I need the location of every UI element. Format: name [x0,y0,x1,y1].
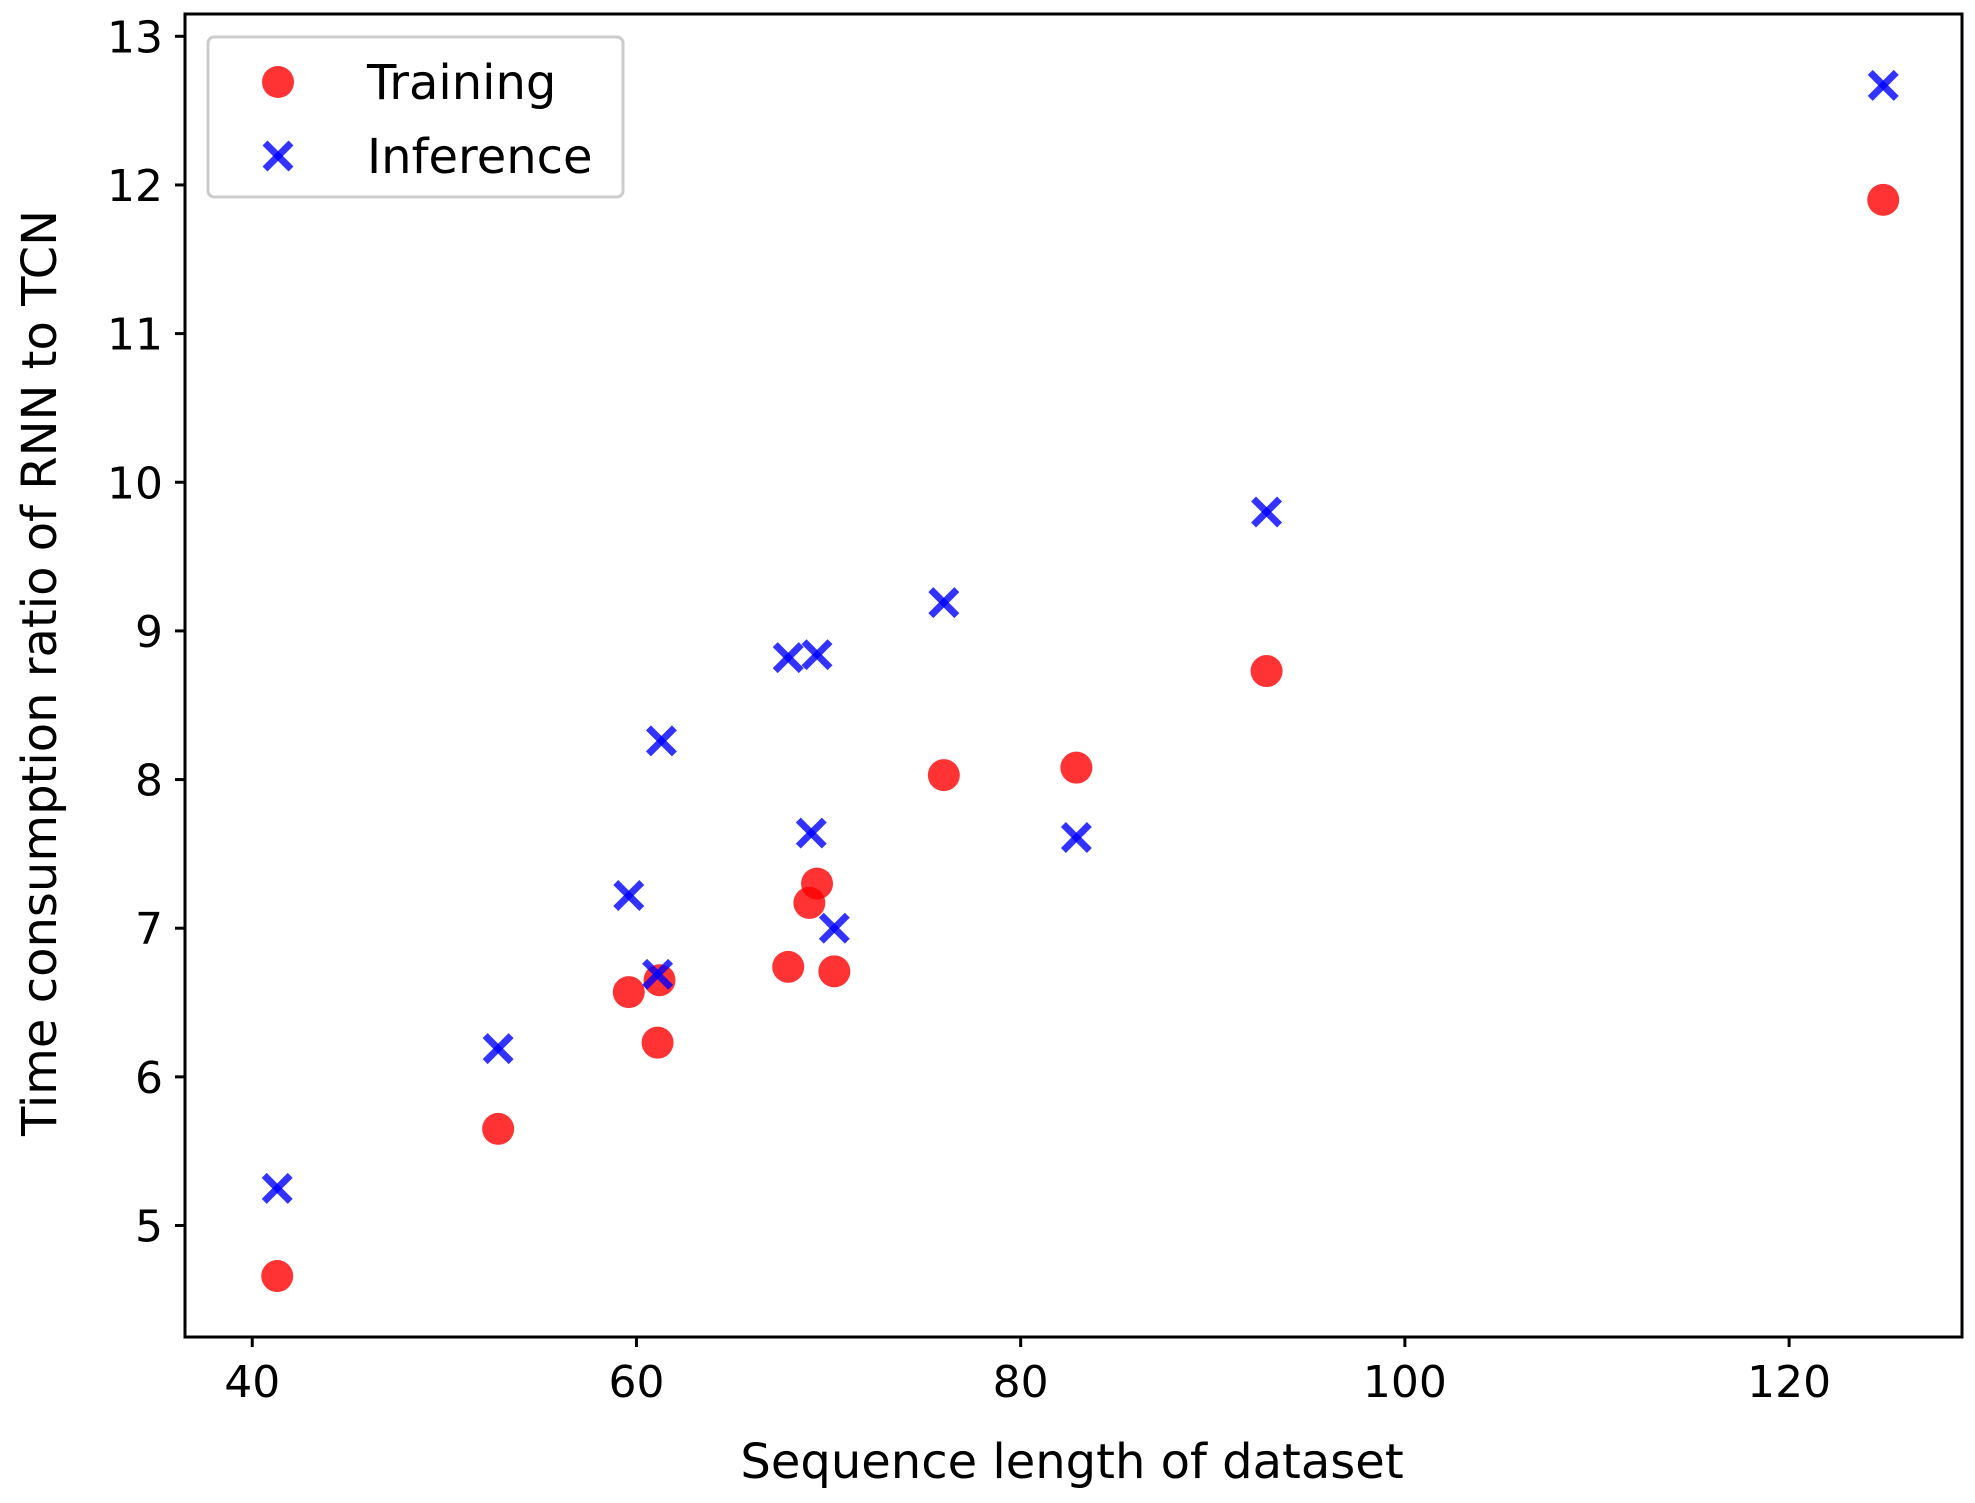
inference-point-stroke [613,880,645,911]
x-tick-label: 120 [1747,1357,1831,1408]
inference-point-stroke [261,1172,293,1204]
legend-box [206,35,625,199]
y-tick-label: 12 [107,161,163,212]
y-tick-label: 10 [107,458,163,509]
y-tick-label: 13 [107,12,163,63]
legend-label: Inference [367,129,593,185]
inference-point [818,912,850,944]
training-point [1867,183,1900,216]
legend: Training Inference [206,35,625,199]
y-tick-label: 6 [135,1053,163,1104]
y-tick-label: 9 [135,607,163,658]
x-axis-label: Sequence length of dataset [740,1434,1403,1490]
legend-marker-stroke [262,140,294,172]
x-tick-label: 40 [224,1357,280,1408]
legend-inference-marker [262,140,294,172]
inference-point-stroke [928,587,960,619]
inference-point-stroke [642,958,674,990]
inference-point [772,642,804,674]
inference-point [645,725,677,757]
y-axis-label: Time consumption ratio of RNN to TCN [12,210,68,1137]
training-point [927,759,960,792]
inference-point [482,1033,514,1065]
training-point [1250,655,1283,688]
training-point [818,955,851,988]
y-tick-label: 5 [135,1202,163,1253]
axes: 40 60 80 100 120 5 6 7 8 9 10 11 12 13 [107,12,1964,1408]
inference-point [642,958,674,990]
y-tick-label: 7 [135,904,163,955]
inference-point [1867,69,1899,101]
inference-point-stroke [1251,496,1283,528]
inference-point-stroke [645,725,677,757]
x-tick-label: 60 [608,1357,664,1408]
inference-point-stroke [795,817,827,849]
inference-point [795,817,827,849]
inference-point-stroke [1060,822,1092,854]
x-tick-label: 80 [993,1357,1049,1408]
x-tick-label: 100 [1363,1357,1447,1408]
y-tick-label: 8 [135,756,163,807]
training-point [641,1026,674,1059]
y-tick-label: 11 [107,310,163,361]
inference-point [1251,496,1283,528]
training-point [801,867,834,900]
training-point [772,950,805,983]
inference-point-stroke [801,639,833,671]
plot-area [261,69,1900,1293]
inference-point [613,880,645,911]
inference-point [261,1172,293,1204]
inference-point [1060,822,1092,854]
inference-point [801,639,833,671]
training-point [612,976,645,1009]
training-point [261,1260,294,1293]
training-point [482,1112,515,1145]
legend-training-marker [262,66,294,98]
inference-point [928,587,960,619]
inference-point-stroke [1867,69,1899,101]
legend-label: Training [366,55,556,111]
inference-point-stroke [482,1033,514,1065]
training-point [1060,751,1093,784]
axes-frame [183,12,1964,1339]
inference-point-stroke [772,642,804,674]
inference-point-stroke [818,912,850,944]
